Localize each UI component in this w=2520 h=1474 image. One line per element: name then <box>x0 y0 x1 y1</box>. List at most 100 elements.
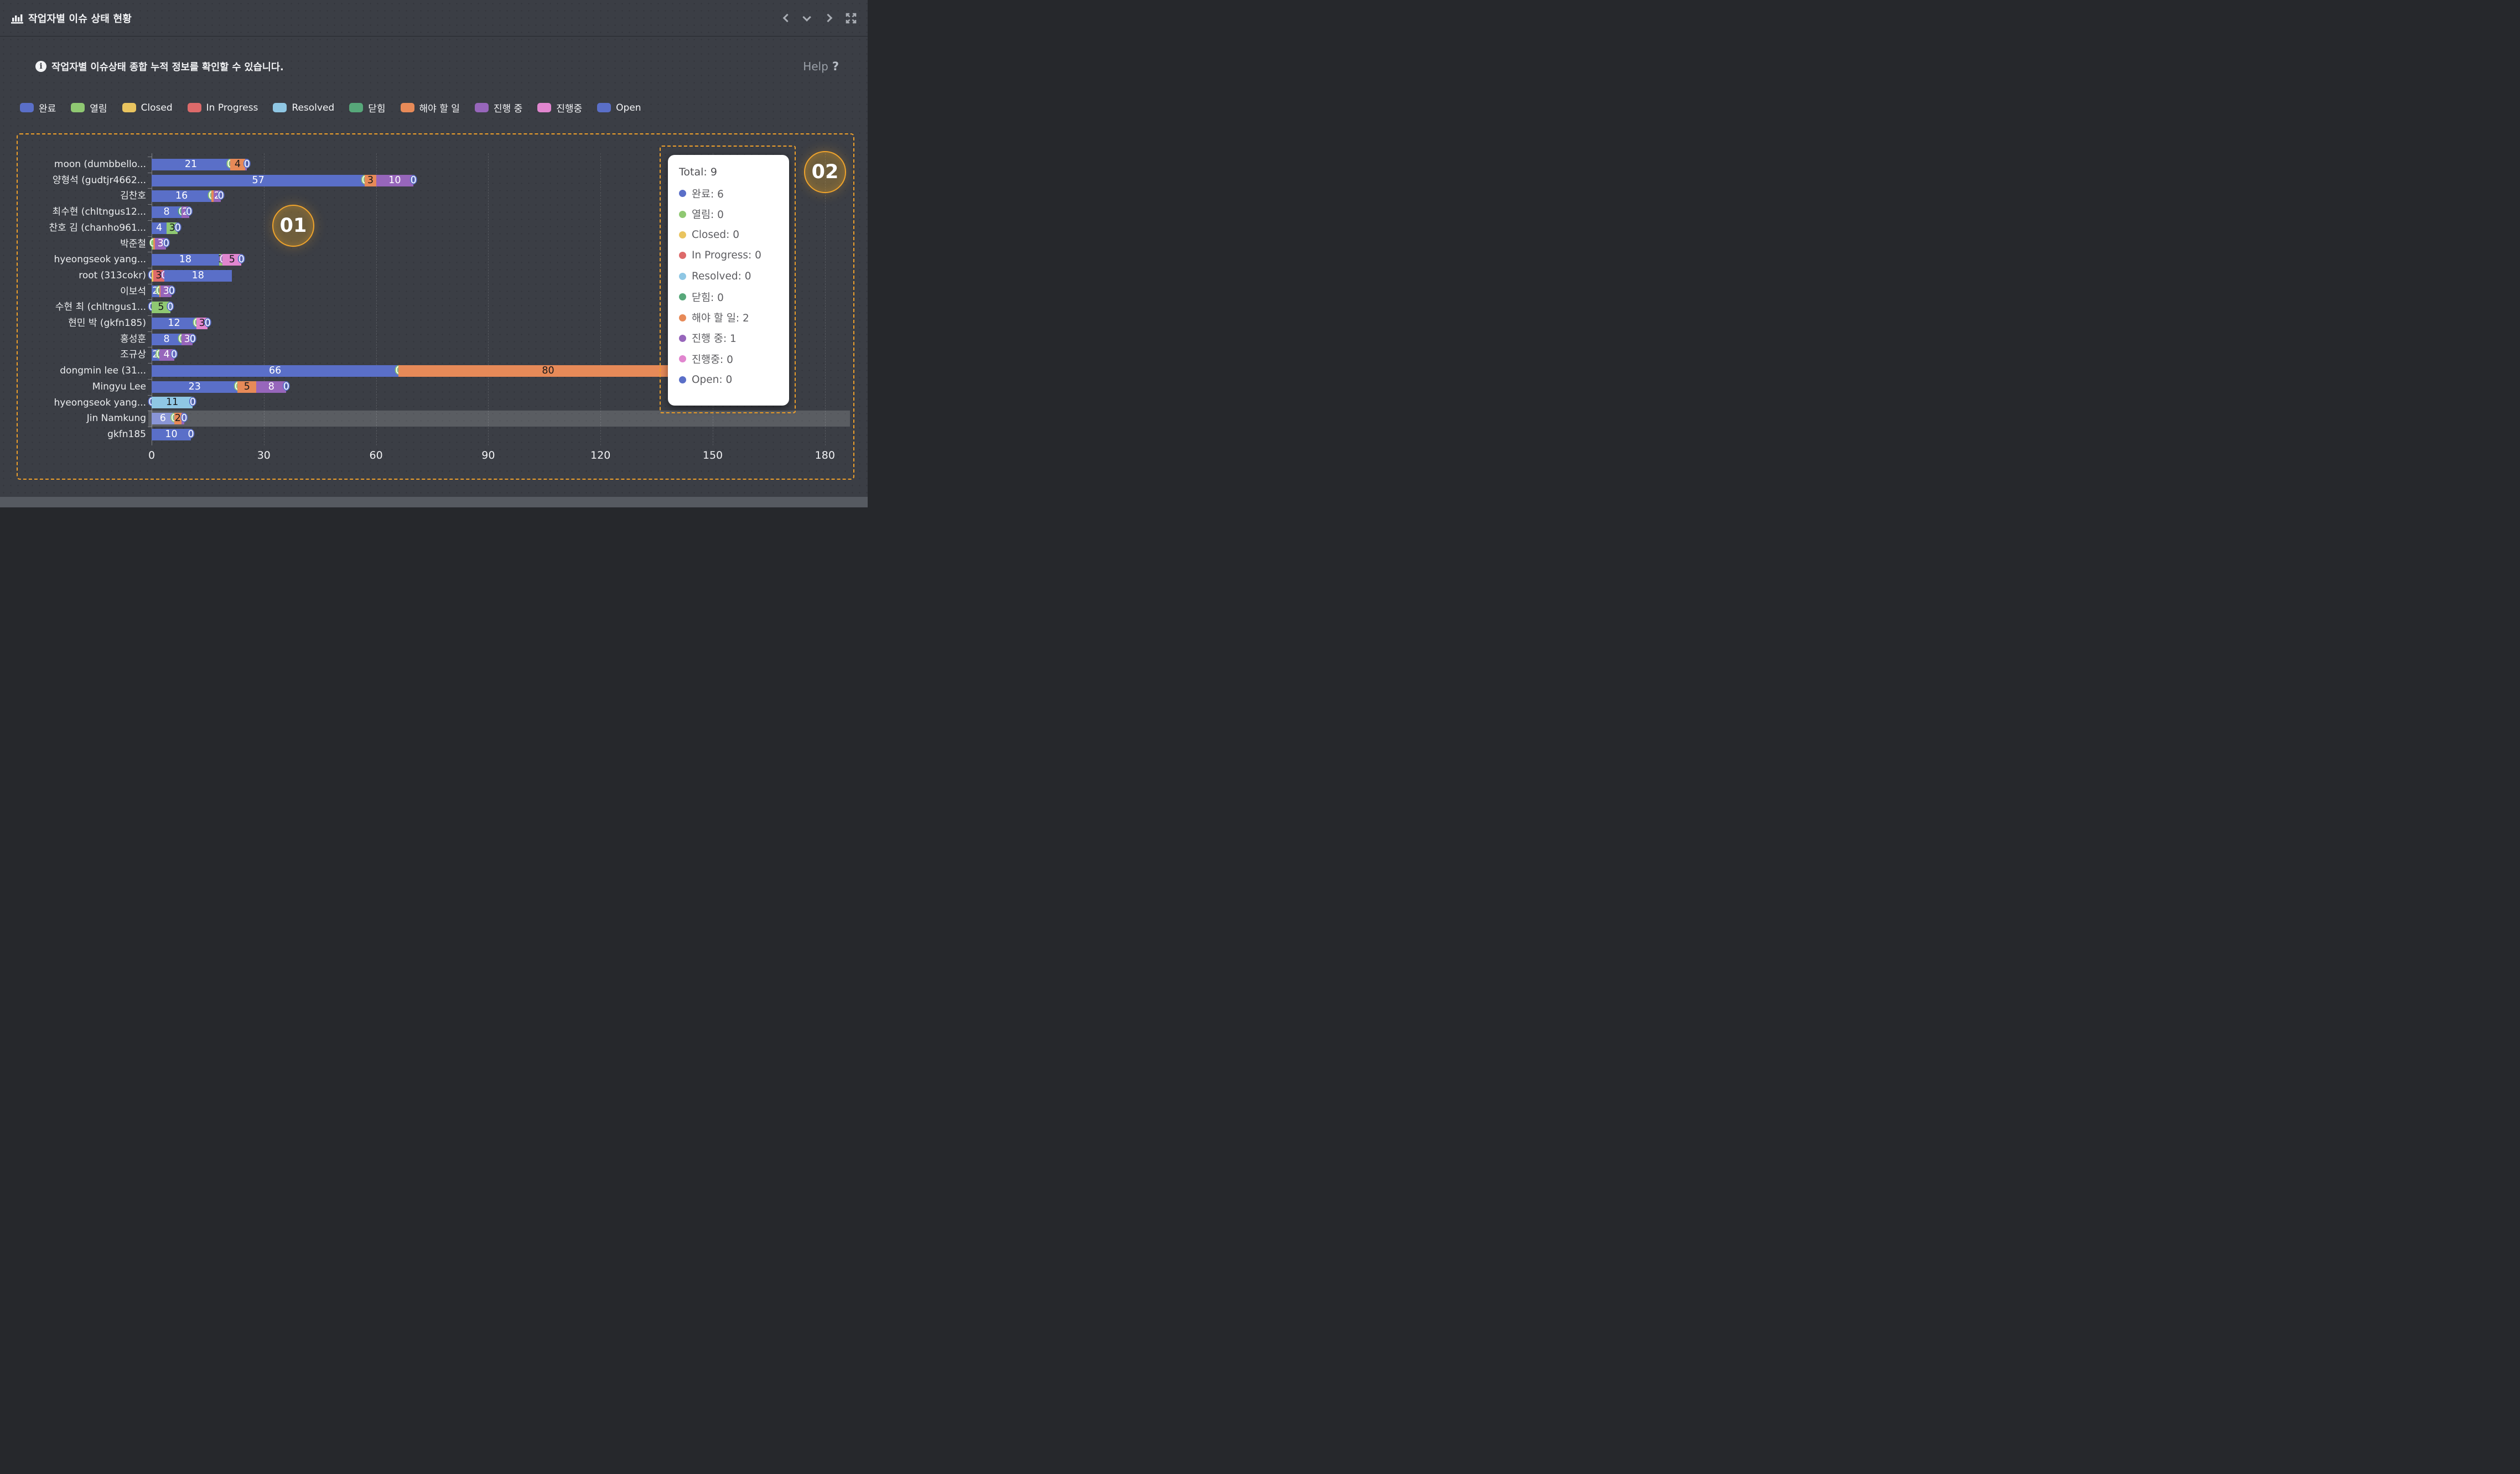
y-axis-category-label[interactable]: 최수현 (chltngus12... <box>52 206 146 218</box>
bar-segment-done[interactable]: 10 <box>152 428 191 440</box>
bar-segment-todo[interactable]: 4 <box>230 158 245 170</box>
bar-row[interactable]: 66080 <box>152 365 698 377</box>
bar-segment-done[interactable]: 18 <box>152 254 219 266</box>
bar-segment-done[interactable]: 4 <box>152 222 167 234</box>
bar-row[interactable]: 10 0 <box>152 428 194 440</box>
bar-segment-in-progress-kr2[interactable]: 3 <box>196 317 208 329</box>
bar-segment-in-progress-kr[interactable]: 2 <box>182 206 189 218</box>
y-axis-tick <box>148 236 152 237</box>
bar-segment-todo[interactable]: 2 <box>174 413 182 425</box>
bar-segment-in-progress-kr[interactable]: 8 <box>256 381 287 393</box>
legend-item-todo[interactable]: 해야 할 일 <box>400 101 460 115</box>
y-axis-category-label[interactable]: 박준철 <box>120 238 146 250</box>
bar-row[interactable]: 6020 <box>152 413 187 425</box>
bar-row[interactable]: 050 <box>148 302 173 314</box>
y-axis-category-label[interactable]: 현민 박 (gkfn185) <box>68 318 146 329</box>
bar-row[interactable]: 2030 <box>152 286 175 298</box>
bar-segment-todo[interactable]: 5 <box>237 381 257 393</box>
bar-segment-done[interactable]: 12 <box>152 317 197 329</box>
y-axis-category-label[interactable]: hyeongseok yang... <box>54 254 146 266</box>
chevron-left-icon[interactable] <box>782 13 792 23</box>
bar-segment-closed-yellow[interactable] <box>152 269 153 282</box>
bar-segment-open-green[interactable]: 0 <box>149 238 155 250</box>
legend-item-closed-green[interactable]: 닫힘 <box>349 101 386 115</box>
tooltip-total: Total: 9 <box>679 166 717 178</box>
help-link[interactable]: Help ? <box>803 60 839 73</box>
y-axis-category-label[interactable]: 양형석 (gudtjr4662... <box>52 174 146 186</box>
bar-segment-todo[interactable] <box>211 190 214 203</box>
bar-segment-done[interactable]: 2 <box>152 286 159 298</box>
y-axis-category-label[interactable]: root (313cokr) <box>79 269 146 281</box>
bar-segment-open-green[interactable]: 3 <box>167 222 178 234</box>
bar-row[interactable]: 21040 <box>152 158 250 170</box>
bar-segment-done[interactable]: 57 <box>152 174 365 186</box>
y-axis-category-label[interactable]: gkfn185 <box>107 428 146 440</box>
bar-segment-done[interactable]: 2 <box>152 349 159 361</box>
bar-segment-in-progress-kr[interactable]: 10 <box>376 174 414 186</box>
chevron-down-icon[interactable] <box>802 13 811 22</box>
bar-segment-todo[interactable] <box>153 238 155 250</box>
bar-row[interactable]: 12030 <box>152 317 211 329</box>
bar-segment-todo[interactable]: 80 <box>398 365 698 377</box>
y-axis-category-label[interactable]: moon (dumbbello... <box>54 159 146 170</box>
bar-segment-done[interactable]: 16 <box>152 190 212 203</box>
bar-segment-in-progress-kr[interactable] <box>245 158 247 170</box>
bar-segment-todo[interactable]: 3 <box>365 174 376 186</box>
bottom-scroll-band[interactable] <box>0 497 868 507</box>
bar-row[interactable]: 8030 <box>152 333 196 345</box>
y-axis-category-label[interactable]: 이보석 <box>120 286 146 297</box>
bar-segment-done[interactable]: 21 <box>152 158 230 170</box>
y-axis-category-label[interactable]: dongmin lee (31... <box>60 365 146 377</box>
bar-segment-in-progress-kr[interactable]: 3 <box>160 286 172 298</box>
legend-item-in-progress[interactable]: In Progress <box>187 102 258 113</box>
legend-item-open[interactable]: Open <box>597 102 641 113</box>
expand-icon[interactable] <box>846 13 857 24</box>
bar-segment-in-progress-kr[interactable]: 4 <box>159 349 174 361</box>
bar-segment-done-light[interactable]: 6 <box>152 413 174 425</box>
y-axis-category-label[interactable]: 조규상 <box>120 349 146 361</box>
bar-segment-done[interactable]: 8 <box>152 206 182 218</box>
bar-row[interactable]: 2040 <box>152 349 177 361</box>
bar-value-label: 5 <box>229 254 235 266</box>
bar-segment-done[interactable]: 23 <box>152 381 238 393</box>
bar-segment-in-progress-kr[interactable]: 2 <box>213 190 221 203</box>
bar-segment-in-progress-kr[interactable]: 3 <box>155 238 167 250</box>
legend-item-in-progress-kr2[interactable]: 진행중 <box>537 101 582 115</box>
bar-segment-open-green[interactable]: 5 <box>152 302 170 314</box>
series-dot-icon <box>679 231 686 238</box>
bar-row[interactable]: 5703100 <box>152 174 417 186</box>
bar-row[interactable]: 0110 <box>148 397 196 409</box>
y-axis-category-label[interactable]: 김찬호 <box>120 190 146 202</box>
y-axis-category-label[interactable]: 홍성훈 <box>120 333 146 345</box>
bar-segment-todo[interactable] <box>159 286 161 298</box>
bar-segment-done[interactable]: 66 <box>152 365 399 377</box>
legend-item-closed-yellow[interactable]: Closed <box>122 102 173 113</box>
legend-item-resolved[interactable]: Resolved <box>273 102 334 113</box>
bar-segment-open[interactable]: 18 <box>164 269 232 282</box>
bar-row[interactable]: 8020 <box>152 206 192 218</box>
bar-segment-in-progress-kr2[interactable]: 5 <box>222 254 242 266</box>
y-axis-category-label[interactable]: 수현 최 (chltngus1... <box>55 302 146 313</box>
y-axis-category-label[interactable]: Mingyu Lee <box>92 381 146 392</box>
bar-segment-in-progress[interactable]: 3 <box>153 269 164 282</box>
legend-item-done[interactable]: 완료 <box>20 101 56 115</box>
legend-item-in-progress-kr[interactable]: 진행 중 <box>474 101 522 115</box>
legend-swatch-icon <box>537 103 552 112</box>
bar-segment-done[interactable]: 8 <box>152 333 182 345</box>
y-axis-category-label[interactable]: hyeongseok yang... <box>54 397 146 408</box>
bar-row[interactable]: 16020 <box>152 190 224 203</box>
bar-segment-in-progress-kr[interactable]: 3 <box>182 333 193 345</box>
y-axis-category-label[interactable]: 찬호 김 (chanho961... <box>49 222 146 233</box>
bar-row[interactable]: 03018 <box>148 269 232 282</box>
bar-segment-open-green[interactable]: 1 <box>217 254 224 266</box>
legend-item-open-green[interactable]: 열림 <box>71 101 107 115</box>
bar-row[interactable]: 230580 <box>152 381 289 393</box>
chevron-right-icon[interactable] <box>823 13 833 23</box>
bar-segment-resolved[interactable]: 11 <box>152 397 193 409</box>
bar-segment-in-progress-kr[interactable] <box>182 413 184 425</box>
bar-row[interactable]: 181050 <box>152 254 245 266</box>
y-axis-category-label[interactable]: Jin Namkung <box>86 413 146 424</box>
bar-value-label: 66 <box>268 365 282 376</box>
